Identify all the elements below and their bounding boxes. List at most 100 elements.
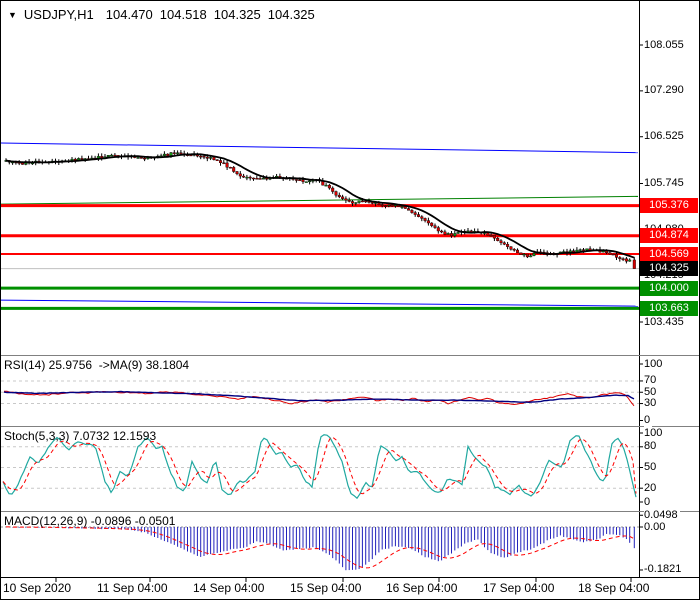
candle-body (370, 202, 374, 204)
price-tick-label: 105.745 (644, 177, 686, 190)
candle-body (512, 249, 516, 251)
candle-body (585, 248, 589, 251)
ohlc-high: 104.518 (159, 7, 207, 22)
candle-body (139, 157, 143, 159)
price-tick-label: 106.525 (644, 130, 686, 144)
rsi-indicator-label: RSI(14) 25.9756 ->MA(9) 38.1804 (4, 358, 190, 372)
candle-body (228, 167, 232, 169)
candle-body (80, 158, 84, 160)
ohlc-open: 104.470 (105, 7, 153, 22)
candle-body (235, 171, 239, 175)
candle-body (351, 201, 355, 204)
candle-body (212, 157, 216, 160)
candle-body (572, 250, 576, 253)
candle-body (334, 191, 338, 196)
candle-body (380, 204, 384, 206)
candle-body (430, 222, 434, 226)
candle-body (202, 156, 206, 158)
candle-body (611, 253, 615, 256)
trendline (0, 142, 639, 154)
price-tick-label: 107.290 (644, 84, 686, 98)
candle-body (301, 179, 305, 182)
time-tick-label: 11 Sep 04:00 (97, 581, 168, 595)
candle-body (113, 154, 117, 157)
candle-body (624, 258, 628, 262)
candle-body (456, 232, 460, 234)
candle-body (215, 159, 219, 161)
stoch-tick-label: 100 (644, 426, 665, 440)
candle-body (390, 204, 394, 207)
price-tick-label: 103.435 (644, 315, 686, 329)
candle-body (522, 253, 526, 256)
candle-body (304, 181, 308, 183)
time-tick-label: 15 Sep 04:00 (290, 581, 362, 595)
candle-body (294, 179, 298, 181)
candle-body (532, 253, 536, 256)
candle-body (209, 157, 213, 159)
candle-body (143, 157, 147, 160)
candle-body (410, 210, 414, 213)
candle-body (169, 152, 173, 156)
candle-body (106, 155, 110, 157)
ma-line (5, 153, 635, 259)
time-tick-label: 16 Sep 04:00 (386, 581, 458, 595)
macd-tick-label: 0.0498 (644, 508, 680, 522)
candle-body (331, 187, 335, 192)
candle-body (436, 227, 440, 232)
symbol-label: USDJPY,H1 (23, 7, 94, 22)
candle-body (440, 230, 444, 233)
price-tick-label: 108.055 (644, 38, 686, 52)
candle-body (469, 230, 473, 233)
candle-body (453, 233, 457, 237)
macd-tick-label: 0.00 (644, 520, 668, 534)
stoch-tick-label: 50 (644, 461, 659, 474)
time-tick-label: 17 Sep 04:00 (483, 581, 555, 595)
candle-body (608, 252, 612, 255)
time-tick-label: 14 Sep 04:00 (193, 581, 265, 595)
rsi-tick-label: 70 (644, 374, 659, 388)
macd-tick-label: -0.1821 (644, 563, 684, 577)
candle-body (324, 184, 328, 187)
candle-body (628, 259, 632, 262)
candle-body (423, 218, 427, 221)
candle-body (245, 176, 249, 179)
candle-body (218, 160, 222, 163)
candle-body (242, 175, 246, 178)
candle-body (407, 208, 411, 211)
symbol-dropdown-icon[interactable]: ▼ (8, 10, 17, 20)
candle-body (199, 155, 203, 158)
candle-body (255, 178, 259, 180)
rsi-tick-label: 100 (644, 357, 665, 371)
candle-body (489, 235, 493, 237)
rsi-tick-label: 0 (644, 414, 653, 427)
candle-body (357, 200, 361, 203)
candle-body (443, 231, 447, 235)
candle-body (298, 179, 302, 181)
candle-body (525, 253, 529, 258)
candle-body (248, 176, 252, 179)
candle-body (308, 180, 312, 183)
trendline (0, 299, 639, 307)
candle-body (232, 167, 236, 172)
candle-body (509, 246, 513, 250)
candle-body (516, 249, 520, 253)
price-badge: 104.874 (640, 228, 698, 244)
candle-body (519, 252, 523, 255)
candle-body (615, 253, 619, 258)
candle-body (238, 173, 242, 177)
candle-body (492, 235, 496, 239)
stoch-tick-label: 20 (644, 481, 659, 495)
ohlc-low: 104.325 (213, 7, 261, 22)
candle-body (403, 206, 407, 209)
candle-body (179, 152, 183, 154)
candle-body (258, 178, 262, 180)
candle-body (393, 204, 397, 207)
candle-body (499, 240, 503, 243)
candle-body (417, 214, 421, 217)
ohlc-close: 104.325 (267, 7, 315, 22)
candle-body (400, 206, 404, 208)
chart-title: ▼ USDJPY,H1 104.470 104.518 104.325 104.325 (8, 7, 322, 22)
